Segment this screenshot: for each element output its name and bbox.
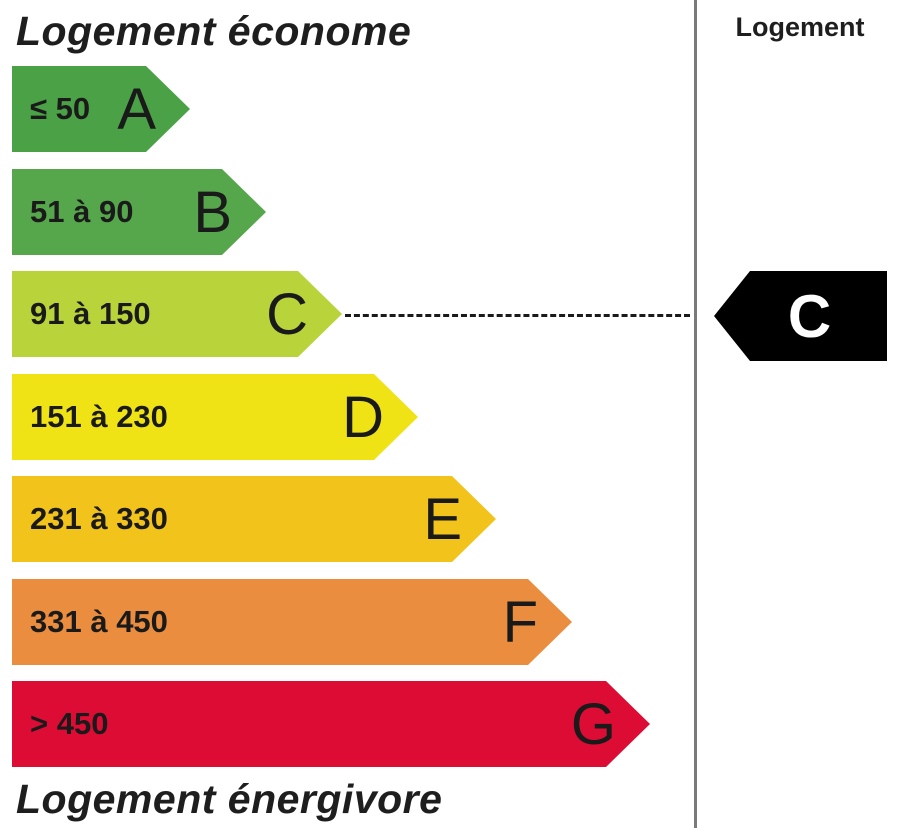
band-c-range: 91 à 150 (30, 296, 151, 331)
band-d-arrow (12, 374, 418, 460)
band-c-arrow (12, 271, 342, 357)
band-a-letter: A (117, 77, 156, 142)
band-b-letter: B (193, 180, 232, 245)
rating-indicator-arrow (714, 271, 887, 361)
band-g-range: > 450 (30, 706, 109, 741)
column-divider (694, 0, 697, 828)
housing-column-header: Logement (735, 12, 865, 42)
band-f: 331 à 450 F (12, 579, 572, 665)
band-e-range: 231 à 330 (30, 501, 168, 536)
header-energy-intensive-label: Logement énergivore (16, 776, 443, 822)
band-e-arrow (12, 476, 496, 562)
band-b-range: 51 à 90 (30, 194, 134, 229)
band-d-letter: D (342, 385, 384, 450)
band-g-letter: G (570, 692, 616, 757)
band-c: 91 à 150 C (12, 271, 342, 357)
band-e: 231 à 330 E (12, 476, 496, 562)
band-b: 51 à 90 B (12, 169, 266, 255)
band-a-range: ≤ 50 (30, 91, 91, 126)
rating-leader-line (345, 314, 690, 317)
band-b-arrow (12, 169, 266, 255)
band-d-range: 151 à 230 (30, 399, 168, 434)
band-f-range: 331 à 450 (30, 604, 168, 639)
band-g: > 450 G (12, 681, 650, 767)
header-economical-label: Logement économe (16, 8, 412, 54)
band-g-arrow (12, 681, 650, 767)
band-a: ≤ 50 A (12, 66, 190, 152)
band-e-letter: E (423, 487, 462, 552)
band-c-letter: C (266, 282, 308, 347)
band-f-letter: F (502, 590, 538, 655)
band-a-arrow (12, 66, 190, 152)
band-f-arrow (12, 579, 572, 665)
band-d: 151 à 230 D (12, 374, 418, 460)
energy-rating-scale: ≤ 50 A 51 à 90 B 91 à 150 C 151 à 230 D … (0, 0, 694, 828)
rating-indicator-letter: C (787, 283, 832, 350)
